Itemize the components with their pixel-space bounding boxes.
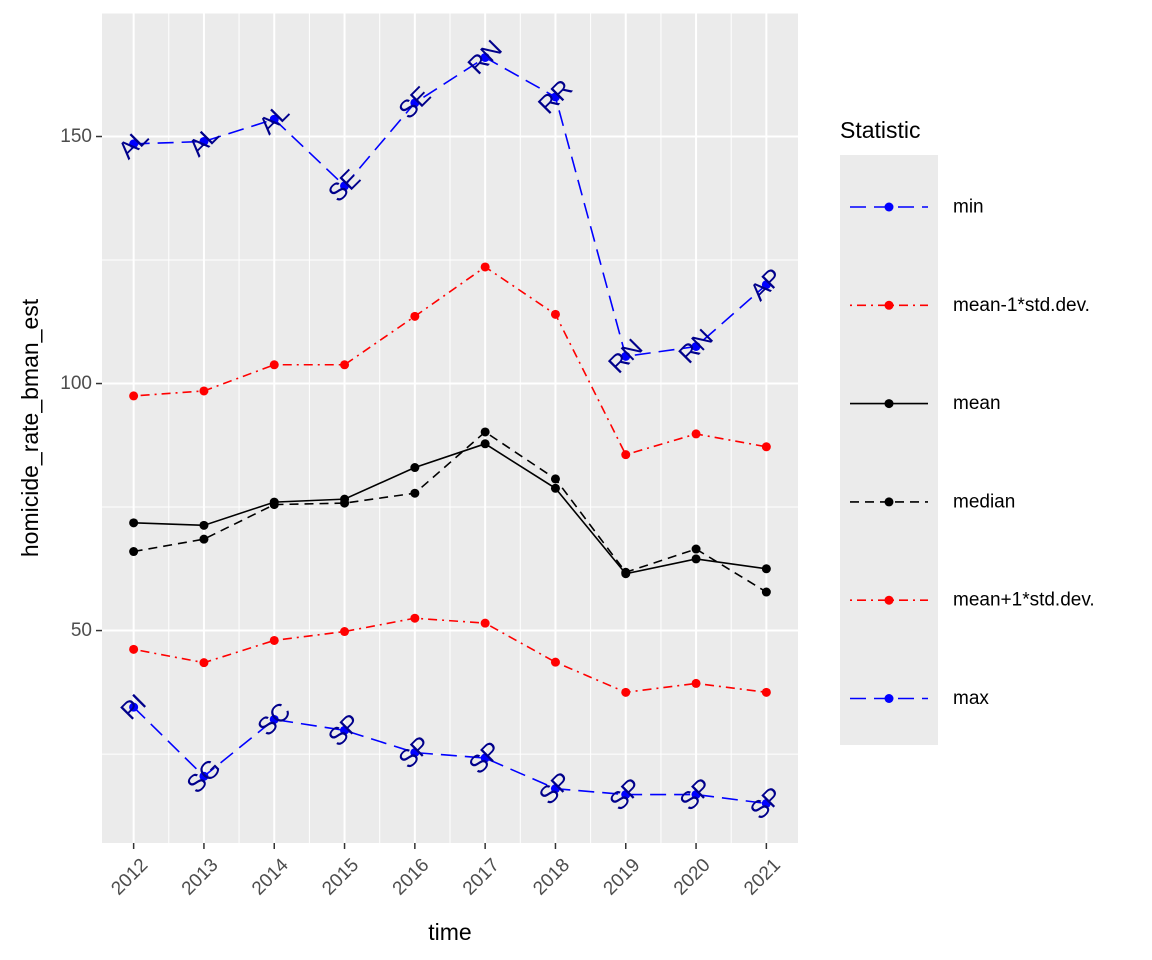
series-line-1 — [133, 265, 767, 456]
legend-label: mean+1*std.dev. — [953, 590, 1095, 611]
data-point — [129, 644, 139, 654]
data-point — [621, 687, 631, 697]
data-point — [621, 450, 631, 460]
data-point — [129, 547, 139, 557]
x-tick-label: 2017 — [459, 855, 504, 900]
data-point — [550, 309, 560, 319]
legend-key-point — [884, 202, 894, 212]
data-point — [340, 181, 350, 191]
data-point — [410, 311, 420, 321]
data-point — [550, 92, 560, 102]
data-point — [340, 725, 350, 735]
x-tick-label: 2013 — [178, 855, 223, 900]
y-axis-title: homicide_rate_bman_est — [17, 298, 43, 557]
data-point — [129, 518, 139, 528]
data-point — [761, 442, 771, 452]
y-axis: 50 100 150 — [60, 126, 102, 641]
x-tick-label: 2018 — [529, 855, 574, 900]
x-tick-label: 2016 — [389, 855, 434, 900]
data-point — [761, 798, 771, 808]
legend-key-background — [840, 155, 938, 745]
series-line-0 — [133, 56, 767, 358]
data-point — [480, 753, 490, 763]
data-point — [761, 564, 771, 574]
data-point — [691, 554, 701, 564]
series-line-5 — [133, 706, 767, 805]
data-point — [199, 658, 209, 668]
data-point — [691, 544, 701, 554]
data-point — [199, 534, 209, 544]
data-point — [410, 488, 420, 498]
data-point — [269, 714, 279, 724]
data-point — [129, 702, 139, 712]
data-point — [761, 280, 771, 290]
data-point — [480, 618, 490, 628]
legend-label: mean — [953, 393, 1001, 414]
legend-label: min — [953, 197, 984, 218]
data-point — [410, 613, 420, 623]
x-tick-label: 2020 — [670, 855, 715, 900]
data-point — [550, 784, 560, 794]
y-tick-label: 100 — [60, 373, 92, 394]
data-point — [550, 483, 560, 493]
legend-label: median — [953, 491, 1015, 512]
data-point — [761, 587, 771, 597]
x-tick-label: 2019 — [600, 855, 645, 900]
x-tick-label: 2015 — [318, 855, 363, 900]
data-point — [621, 351, 631, 361]
data-point — [550, 657, 560, 667]
data-point — [550, 474, 560, 484]
y-tick-label: 50 — [71, 620, 92, 641]
data-point — [340, 627, 350, 637]
data-point — [199, 386, 209, 396]
series-line-4 — [133, 617, 767, 694]
legend-label: max — [953, 688, 989, 709]
data-point — [269, 635, 279, 645]
data-point — [269, 500, 279, 510]
x-axis: 2012 2013 2014 2015 2016 2017 2018 2019 2020 2021 — [107, 843, 785, 900]
x-tick-label: 2014 — [248, 854, 293, 899]
data-point — [691, 429, 701, 439]
data-point — [480, 262, 490, 272]
data-point — [691, 678, 701, 688]
series-lines — [133, 56, 767, 805]
data-point — [199, 136, 209, 146]
data-point — [761, 687, 771, 697]
data-point — [340, 498, 350, 508]
legend-key-point — [884, 694, 894, 703]
data-point — [410, 98, 420, 108]
y-tick-label: 150 — [60, 126, 92, 147]
data-point — [691, 341, 701, 351]
data-point — [199, 520, 209, 530]
legend-label: mean-1*std.dev. — [953, 295, 1090, 316]
data-point — [410, 748, 420, 758]
x-axis-title: time — [428, 919, 471, 945]
data-point — [410, 463, 420, 473]
data-points — [129, 52, 771, 808]
legend-key-point — [884, 595, 894, 605]
data-point — [199, 771, 209, 781]
data-point — [129, 391, 139, 401]
legend: Statistic min mean-1*std.dev. mean median me… — [840, 117, 1095, 745]
legend-key-point — [884, 300, 894, 310]
legend-key-point — [884, 497, 894, 507]
legend-title: Statistic — [840, 117, 921, 143]
data-point — [480, 52, 490, 62]
x-tick-label: 2012 — [107, 855, 152, 900]
data-point — [691, 790, 701, 800]
data-point — [129, 139, 139, 149]
series-line-3 — [133, 430, 767, 593]
data-point — [621, 567, 631, 577]
data-point — [480, 439, 490, 449]
x-tick-label: 2021 — [740, 855, 785, 900]
data-point — [340, 360, 350, 370]
data-point — [269, 114, 279, 124]
data-point — [621, 790, 631, 800]
legend-key-point — [884, 399, 894, 409]
series-line-2 — [133, 442, 767, 575]
data-point — [480, 427, 490, 437]
data-point — [269, 360, 279, 370]
